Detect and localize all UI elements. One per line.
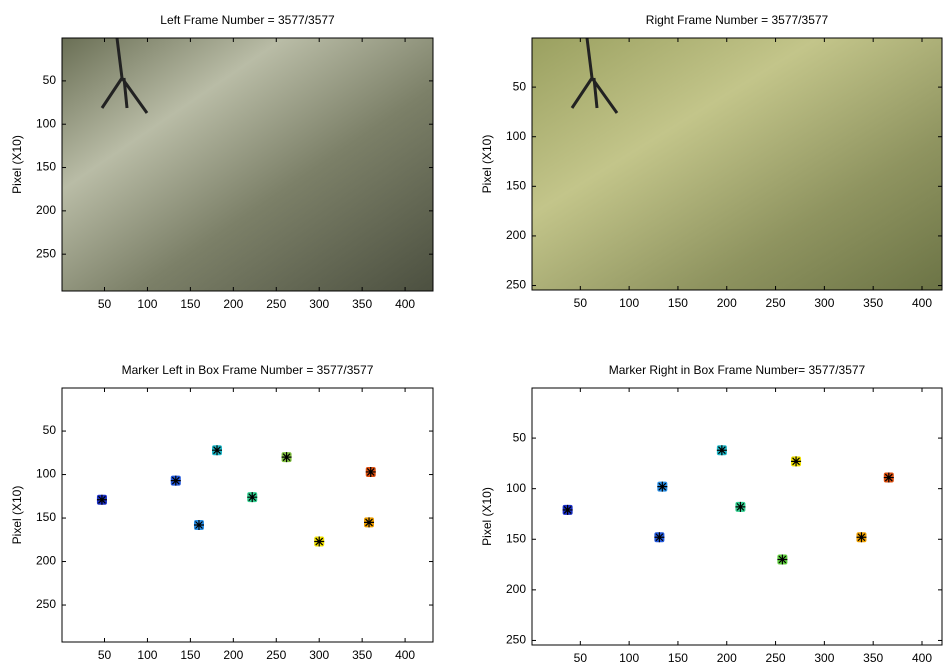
video-frame <box>532 38 942 290</box>
x-tick-label: 100 <box>619 296 639 310</box>
subplot-title: Marker Left in Box Frame Number = 3577/3… <box>122 363 374 377</box>
marker-star <box>654 532 665 543</box>
y-tick-label: 100 <box>36 116 56 130</box>
marker-star <box>716 445 727 456</box>
x-tick-label: 400 <box>912 651 932 662</box>
x-tick-label: 100 <box>137 297 157 311</box>
marker-star <box>281 452 292 463</box>
marker-star <box>657 481 668 492</box>
x-tick-label: 300 <box>309 297 329 311</box>
y-tick-label: 50 <box>43 423 57 437</box>
x-tick-label: 400 <box>395 648 415 662</box>
x-tick-label: 200 <box>223 297 243 311</box>
y-tick-label: 100 <box>36 467 56 481</box>
video-frame <box>62 38 433 291</box>
x-tick-label: 300 <box>309 648 329 662</box>
y-tick-label: 100 <box>506 481 526 495</box>
y-tick-label: 150 <box>36 510 56 524</box>
y-tick-label: 250 <box>506 633 526 647</box>
x-tick-label: 250 <box>766 296 786 310</box>
x-tick-label: 350 <box>863 296 883 310</box>
x-tick-label: 50 <box>574 296 588 310</box>
y-tick-label: 200 <box>506 582 526 596</box>
x-tick-label: 250 <box>266 297 286 311</box>
x-tick-label: 250 <box>266 648 286 662</box>
x-tick-label: 300 <box>814 296 834 310</box>
y-tick-label: 200 <box>506 228 526 242</box>
y-axis-label: Pixel (X10) <box>10 135 24 194</box>
marker-star <box>170 475 181 486</box>
y-tick-label: 250 <box>36 246 56 260</box>
y-tick-label: 50 <box>513 79 527 93</box>
subplot-title: Left Frame Number = 3577/3577 <box>160 13 335 27</box>
marker-star <box>856 532 867 543</box>
axes-box <box>61 387 434 643</box>
marker-star <box>212 445 223 456</box>
marker-star <box>777 554 788 565</box>
axes-box <box>531 387 943 646</box>
marker-star <box>365 466 376 477</box>
x-tick-label: 350 <box>863 651 883 662</box>
x-tick-label: 100 <box>619 651 639 662</box>
y-axis-label: Pixel (X10) <box>10 486 24 545</box>
y-tick-label: 200 <box>36 554 56 568</box>
y-tick-label: 250 <box>36 597 56 611</box>
x-tick-label: 400 <box>395 297 415 311</box>
y-tick-label: 150 <box>36 160 56 174</box>
subplot-title: Marker Right in Box Frame Number= 3577/3… <box>609 363 866 377</box>
y-tick-label: 100 <box>506 129 526 143</box>
x-tick-label: 150 <box>668 296 688 310</box>
x-tick-label: 50 <box>574 651 588 662</box>
x-tick-label: 200 <box>717 651 737 662</box>
axes-box <box>61 37 434 292</box>
x-tick-label: 50 <box>98 648 112 662</box>
marker-star <box>791 456 802 467</box>
y-tick-label: 150 <box>506 531 526 545</box>
y-tick-label: 200 <box>36 203 56 217</box>
x-tick-label: 350 <box>352 648 372 662</box>
x-tick-label: 300 <box>814 651 834 662</box>
y-axis-label: Pixel (X10) <box>480 135 494 194</box>
marker-star <box>247 492 258 503</box>
x-tick-label: 200 <box>717 296 737 310</box>
y-tick-label: 250 <box>506 278 526 292</box>
marker-star <box>883 472 894 483</box>
x-tick-label: 150 <box>668 651 688 662</box>
x-tick-label: 250 <box>766 651 786 662</box>
y-tick-label: 50 <box>43 73 57 87</box>
axes-box <box>531 37 943 291</box>
y-tick-label: 50 <box>513 430 527 444</box>
subplot-title: Right Frame Number = 3577/3577 <box>646 13 829 27</box>
x-tick-label: 350 <box>352 297 372 311</box>
x-tick-label: 200 <box>223 648 243 662</box>
x-tick-label: 50 <box>98 297 112 311</box>
marker-star <box>193 520 204 531</box>
marker-star <box>314 536 325 547</box>
x-tick-label: 150 <box>180 297 200 311</box>
frame-detail <box>100 37 149 114</box>
marker-star <box>562 504 573 515</box>
x-tick-label: 100 <box>137 648 157 662</box>
marker-star <box>96 494 107 505</box>
x-tick-label: 150 <box>180 648 200 662</box>
frame-detail <box>570 37 619 114</box>
marker-star <box>364 517 375 528</box>
y-tick-label: 150 <box>506 178 526 192</box>
x-tick-label: 400 <box>912 296 932 310</box>
y-axis-label: Pixel (X10) <box>480 487 494 546</box>
marker-star <box>735 501 746 512</box>
